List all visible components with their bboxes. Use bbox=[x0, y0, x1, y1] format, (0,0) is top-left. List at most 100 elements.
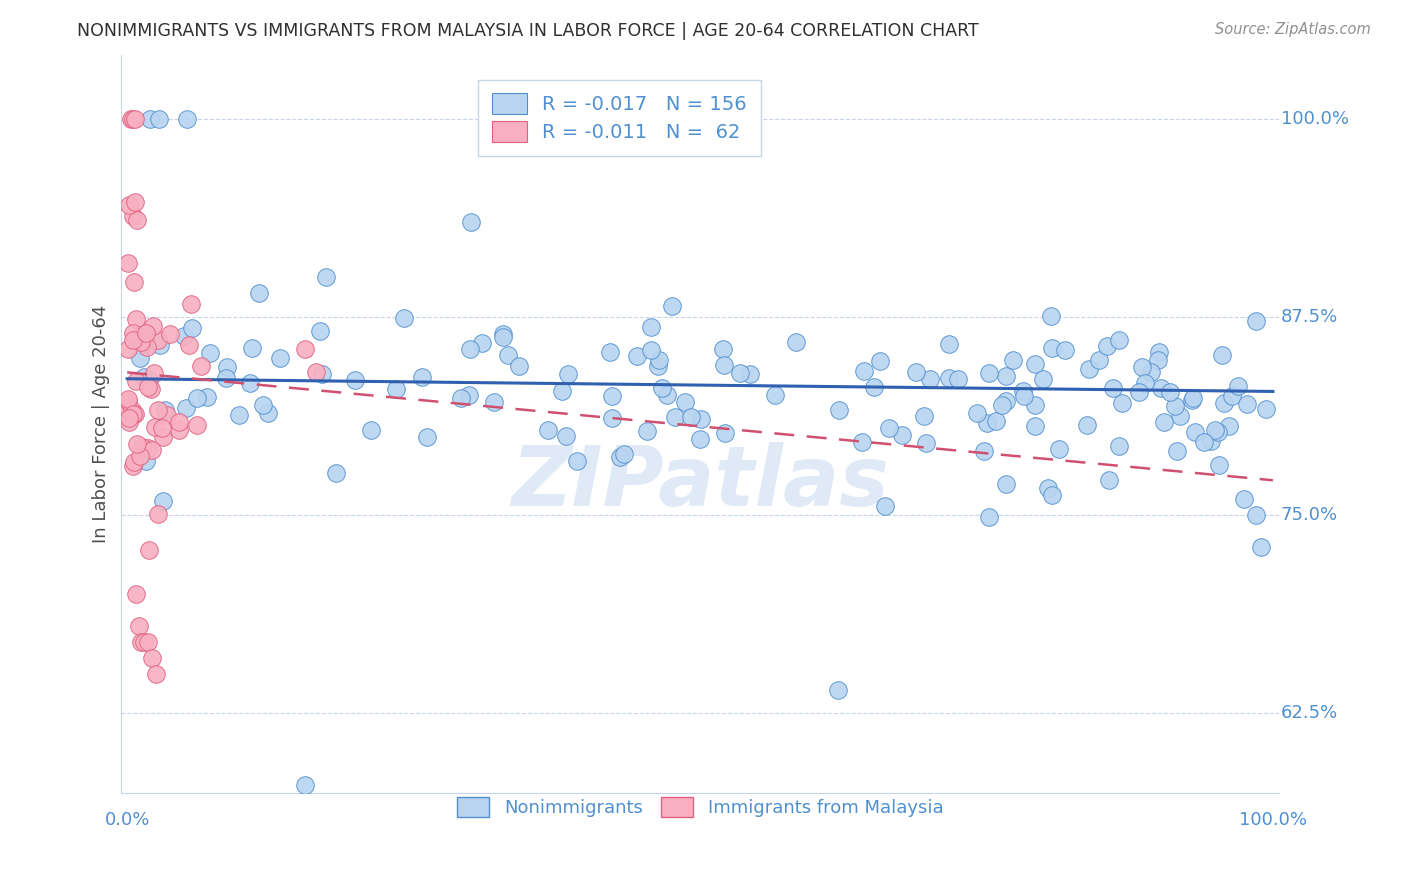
Point bbox=[159, 326, 181, 341]
Point bbox=[294, 342, 316, 356]
Point bbox=[1181, 392, 1204, 406]
Point bbox=[450, 391, 472, 405]
Point bbox=[873, 499, 896, 513]
Point bbox=[636, 424, 658, 438]
Point bbox=[145, 666, 167, 681]
Point bbox=[1095, 339, 1118, 353]
Text: NONIMMIGRANTS VS IMMIGRANTS FROM MALAYSIA IN LABOR FORCE | AGE 20-64 CORRELATION: NONIMMIGRANTS VS IMMIGRANTS FROM MALAYSI… bbox=[77, 22, 979, 40]
Point bbox=[912, 409, 935, 423]
Point bbox=[117, 392, 139, 406]
Point bbox=[344, 373, 367, 387]
Text: ZIPatlas: ZIPatlas bbox=[512, 442, 889, 524]
Point bbox=[458, 387, 481, 401]
Point bbox=[122, 326, 145, 340]
Point bbox=[138, 373, 160, 387]
Point bbox=[308, 324, 330, 338]
Point bbox=[673, 395, 696, 409]
Point bbox=[647, 359, 669, 373]
Point bbox=[640, 319, 662, 334]
Point bbox=[1147, 353, 1170, 368]
Point bbox=[180, 297, 202, 311]
Point bbox=[138, 542, 160, 557]
Point bbox=[134, 635, 156, 649]
Point bbox=[136, 442, 159, 456]
Point bbox=[198, 346, 221, 360]
Point bbox=[785, 334, 807, 349]
Point bbox=[124, 275, 146, 289]
Point bbox=[458, 342, 481, 356]
Point bbox=[728, 367, 751, 381]
Y-axis label: In Labor Force | Age 20-64: In Labor Force | Age 20-64 bbox=[93, 305, 110, 543]
Point bbox=[1012, 384, 1035, 399]
Point bbox=[613, 447, 636, 461]
Point bbox=[1088, 352, 1111, 367]
Point bbox=[1244, 508, 1267, 523]
Point bbox=[128, 449, 150, 463]
Point bbox=[315, 270, 337, 285]
Point bbox=[1211, 348, 1233, 362]
Point bbox=[1032, 372, 1054, 386]
Point bbox=[938, 370, 960, 384]
Point bbox=[1111, 396, 1133, 410]
Point bbox=[920, 372, 942, 386]
Text: 87.5%: 87.5% bbox=[1281, 308, 1339, 326]
Point bbox=[148, 333, 170, 347]
Point bbox=[148, 112, 170, 126]
Point bbox=[247, 285, 270, 300]
Point bbox=[1014, 389, 1036, 403]
Point bbox=[118, 416, 141, 430]
Point bbox=[977, 509, 1000, 524]
Point bbox=[976, 416, 998, 430]
Point bbox=[124, 112, 146, 126]
Text: Source: ZipAtlas.com: Source: ZipAtlas.com bbox=[1215, 22, 1371, 37]
Point bbox=[661, 299, 683, 313]
Point bbox=[557, 367, 579, 381]
Point bbox=[904, 365, 927, 379]
Point bbox=[1199, 434, 1222, 449]
Point bbox=[124, 194, 146, 209]
Point bbox=[1040, 341, 1063, 355]
Point bbox=[763, 387, 786, 401]
Text: 100.0%: 100.0% bbox=[1281, 110, 1348, 128]
Point bbox=[125, 587, 148, 601]
Point bbox=[991, 398, 1014, 412]
Point bbox=[1053, 343, 1076, 357]
Point bbox=[142, 367, 165, 381]
Point bbox=[1076, 418, 1098, 433]
Point bbox=[714, 426, 737, 441]
Point bbox=[1002, 353, 1025, 368]
Point bbox=[416, 430, 439, 444]
Point bbox=[851, 435, 873, 450]
Point bbox=[215, 359, 238, 374]
Point bbox=[713, 359, 735, 373]
Point bbox=[125, 212, 148, 227]
Point bbox=[136, 635, 159, 649]
Point bbox=[1108, 439, 1130, 453]
Point bbox=[120, 112, 142, 126]
Point bbox=[146, 403, 169, 417]
Point bbox=[640, 343, 662, 357]
Point bbox=[1184, 425, 1206, 439]
Point bbox=[131, 339, 153, 353]
Point bbox=[228, 408, 250, 422]
Point bbox=[508, 359, 530, 373]
Point bbox=[600, 389, 623, 403]
Point bbox=[129, 635, 152, 649]
Point bbox=[394, 310, 416, 325]
Point bbox=[995, 369, 1018, 384]
Point bbox=[1130, 359, 1153, 374]
Point bbox=[966, 406, 988, 420]
Point bbox=[117, 197, 139, 211]
Point bbox=[1147, 345, 1170, 359]
Point bbox=[626, 349, 648, 363]
Point bbox=[186, 417, 208, 432]
Point bbox=[139, 112, 162, 126]
Point bbox=[1098, 473, 1121, 487]
Point bbox=[176, 112, 198, 126]
Point bbox=[1128, 385, 1150, 400]
Point bbox=[121, 209, 143, 223]
Point bbox=[973, 444, 995, 458]
Point bbox=[690, 412, 713, 426]
Point bbox=[150, 421, 173, 435]
Point bbox=[135, 340, 157, 354]
